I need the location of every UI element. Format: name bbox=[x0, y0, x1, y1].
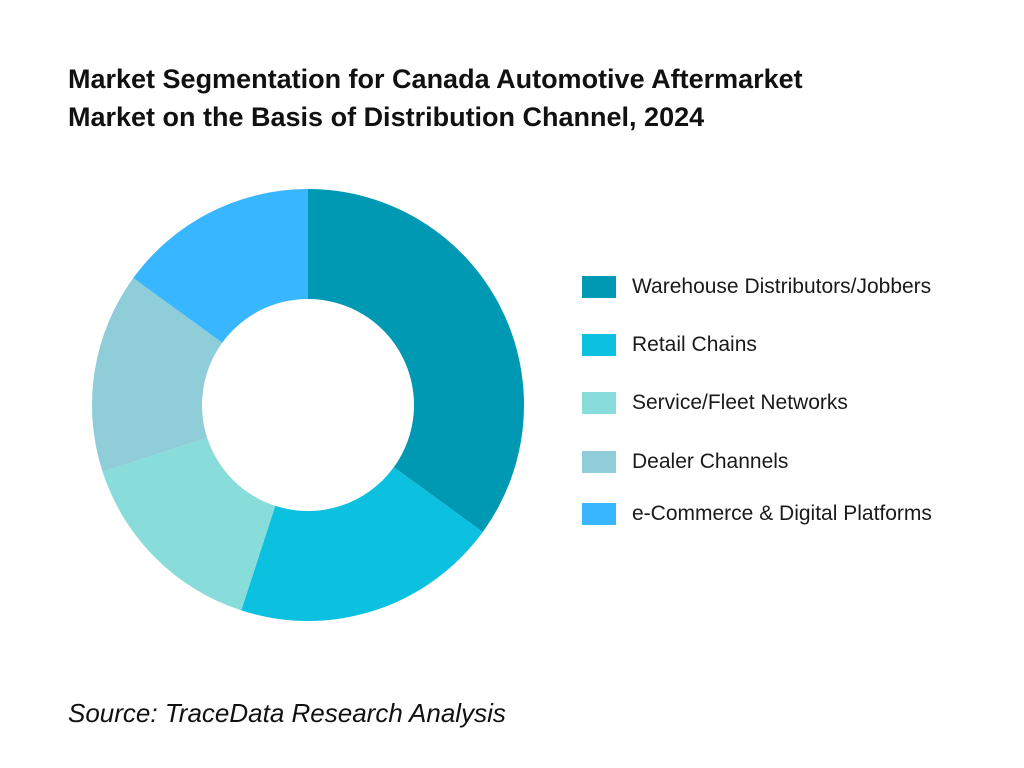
legend-item-warehouse-distributors: Warehouse Distributors/Jobbers bbox=[582, 272, 931, 302]
slice-dealer-channels bbox=[92, 278, 223, 472]
legend-label: e-Commerce & Digital Platforms bbox=[632, 502, 932, 525]
legend-label: Warehouse Distributors/Jobbers bbox=[632, 275, 932, 298]
legend-label: Service/Fleet Networks bbox=[632, 391, 848, 414]
legend-item-ecommerce-digital-platforms: e-Commerce & Digital Platforms bbox=[582, 499, 932, 529]
legend-item-dealer-channels: Dealer Channels bbox=[582, 447, 788, 477]
legend-swatch bbox=[582, 276, 616, 298]
legend-item-service-fleet-networks: Service/Fleet Networks bbox=[582, 388, 848, 418]
legend-swatch bbox=[582, 334, 616, 356]
legend-swatch bbox=[582, 392, 616, 414]
legend-label: Retail Chains bbox=[632, 333, 757, 356]
legend-label: Dealer Channels bbox=[632, 450, 789, 473]
slice-retail-chains bbox=[241, 467, 483, 621]
donut-chart bbox=[92, 189, 524, 621]
slice-warehouse-distributors bbox=[308, 189, 524, 532]
slice-ecommerce-digital-platforms bbox=[133, 189, 308, 343]
legend-item-retail-chains: Retail Chains bbox=[582, 330, 757, 360]
slice-service-fleet-networks bbox=[102, 437, 276, 611]
source-note: Source: TraceData Research Analysis bbox=[68, 698, 506, 728]
legend-swatch bbox=[582, 451, 616, 473]
chart-title-line-1: Market Segmentation for Canada Automotiv… bbox=[68, 64, 803, 94]
chart-title: Market Segmentation for Canada Automotiv… bbox=[68, 60, 968, 136]
legend-swatch bbox=[582, 503, 616, 525]
chart-title-line-2: Market on the Basis of Distribution Chan… bbox=[68, 102, 705, 132]
